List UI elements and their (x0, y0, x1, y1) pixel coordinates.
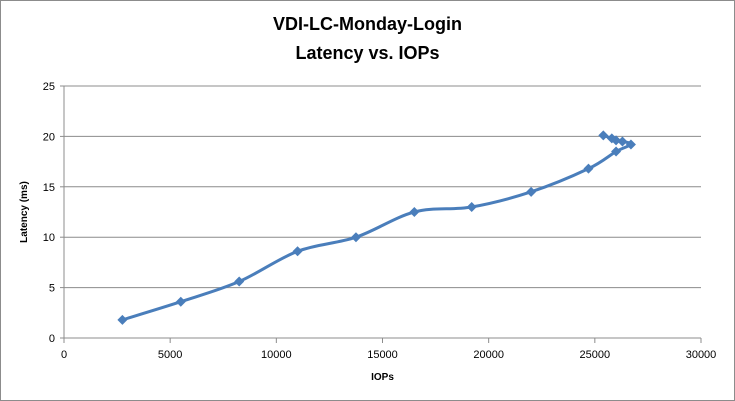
x-axis-label: IOPs (371, 372, 394, 383)
y-tick-label: 15 (43, 182, 55, 194)
x-tick-label: 10000 (261, 349, 292, 361)
y-tick-label: 10 (43, 232, 55, 244)
x-tick-label: 15000 (367, 349, 398, 361)
data-point (350, 232, 361, 243)
data-point (606, 133, 617, 144)
x-tick-label: 30000 (686, 349, 717, 361)
data-point (611, 146, 622, 157)
data-point (292, 246, 303, 257)
data-point (175, 296, 186, 307)
data-point (598, 130, 609, 141)
y-tick-label: 20 (43, 131, 55, 143)
data-point (583, 163, 594, 174)
data-point (409, 207, 420, 217)
data-point (466, 201, 477, 212)
data-point (625, 139, 636, 150)
chart-subtitle: Latency vs. IOPs (295, 43, 440, 63)
x-tick-label: 5000 (158, 349, 182, 361)
axes (60, 85, 702, 343)
data-point (234, 276, 245, 287)
series-markers (117, 130, 636, 325)
y-tick-label: 0 (49, 333, 55, 345)
data-point (117, 314, 128, 325)
data-point (526, 186, 537, 197)
y-tick-label: 5 (49, 283, 55, 295)
y-axis-label: Latency (ms) (19, 181, 30, 243)
data-point (617, 136, 628, 147)
x-tick-label: 0 (61, 349, 67, 361)
tick-labels: 0 5 10 15 20 25 0 5000 10000 15000 20000 25000 30000 (43, 81, 717, 361)
gridlines (64, 85, 701, 289)
x-tick-label: 25000 (580, 349, 611, 361)
x-tick-label: 20000 (473, 349, 504, 361)
y-tick-label: 25 (43, 81, 55, 93)
chart-title: VDI-LC-Monday-Login (273, 14, 462, 34)
series-line (121, 133, 633, 322)
